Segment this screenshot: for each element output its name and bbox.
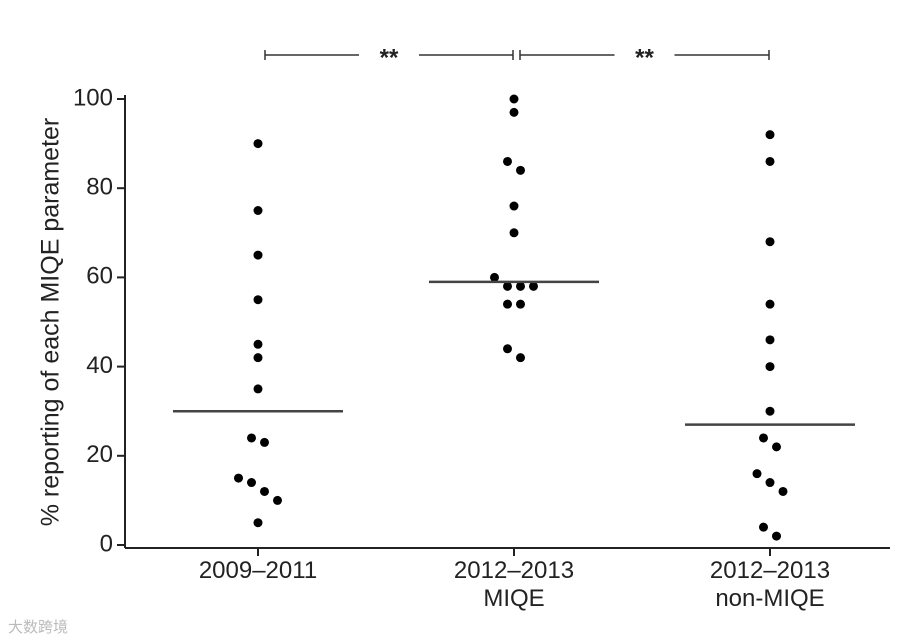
data-point: [509, 228, 519, 238]
data-point: [234, 473, 243, 483]
data-point: [759, 433, 768, 443]
data-point: [529, 281, 538, 291]
x-tick-label-line: 2012–2013: [710, 557, 830, 584]
data-point: [778, 486, 788, 496]
y-tick-label: 0: [100, 530, 113, 557]
x-tick-label-line: non-MIQE: [715, 585, 824, 612]
data-point: [509, 201, 519, 211]
data-point: [253, 339, 263, 349]
y-axis-label: % reporting of each MIQE parameter: [37, 118, 65, 527]
data-point: [253, 518, 263, 528]
x-tick-label-line: MIQE: [483, 585, 544, 612]
data-point: [765, 406, 775, 416]
data-point: [253, 295, 263, 305]
data-point: [253, 250, 263, 260]
data-point: [516, 281, 525, 291]
data-point: [503, 281, 512, 291]
data-point: [503, 156, 512, 166]
data-point: [247, 433, 256, 443]
data-point: [765, 130, 775, 140]
data-point: [253, 384, 263, 394]
data-point: [765, 478, 775, 488]
x-tick-label: 2012–2013 MIQE: [454, 557, 574, 612]
x-tick-label: 2009–2011: [199, 557, 317, 584]
y-tick-label: 80: [86, 174, 113, 201]
significance-label: **: [635, 44, 654, 71]
y-tick-label: 40: [86, 352, 113, 379]
data-point: [765, 237, 775, 247]
x-tick-label: 2012–2013 non-MIQE: [710, 557, 830, 612]
data-point: [503, 344, 512, 354]
data-point: [765, 299, 775, 309]
y-tick-label: 60: [86, 263, 113, 290]
data-point: [765, 156, 775, 166]
data-point: [260, 486, 269, 496]
data-point: [765, 362, 775, 372]
data-point: [752, 469, 762, 479]
data-point: [253, 206, 263, 215]
data-point: [260, 437, 269, 447]
significance-label: **: [380, 44, 399, 71]
data-point: [516, 353, 525, 363]
watermark: 大数跨境: [8, 618, 68, 636]
data-point: [765, 335, 775, 345]
data-point: [772, 442, 781, 452]
data-point: [772, 531, 781, 541]
data-point: [273, 495, 282, 505]
data-point: [503, 299, 512, 309]
x-tick-label-line: 2012–2013: [454, 557, 574, 584]
data-point: [253, 353, 263, 363]
data-point: [516, 165, 525, 175]
x-tick-label-line: 2009–2011: [199, 557, 317, 584]
y-tick-label: 20: [86, 441, 113, 468]
data-point: [516, 299, 525, 309]
data-point: [509, 94, 519, 104]
data-point: [490, 272, 499, 282]
data-point: [253, 139, 263, 149]
data-point: [509, 107, 519, 117]
data-point: [759, 522, 768, 532]
y-tick-label: 100: [73, 84, 113, 111]
data-point: [247, 478, 256, 488]
